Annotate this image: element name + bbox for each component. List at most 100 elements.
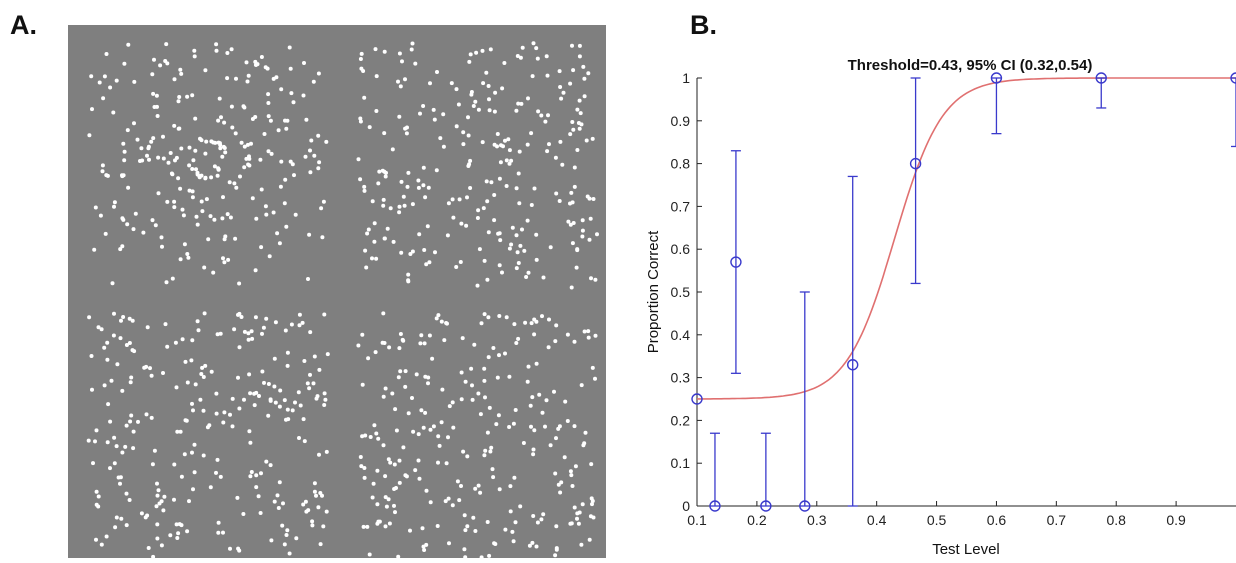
- stimulus-dot: [152, 448, 157, 453]
- data-point: [1230, 72, 1236, 84]
- stimulus-dot: [426, 185, 431, 190]
- stimulus-dot: [259, 245, 264, 250]
- stimulus-dot: [591, 515, 596, 520]
- stimulus-dot: [129, 413, 134, 418]
- stimulus-dot: [201, 375, 206, 379]
- stimulus-dot: [372, 423, 377, 428]
- stimulus-dot: [586, 329, 591, 334]
- data-point: [760, 500, 772, 512]
- stimulus-dot: [503, 527, 508, 532]
- stimulus-dot: [580, 228, 585, 233]
- fit-curve: [697, 77, 1236, 400]
- stimulus-dot: [119, 318, 123, 323]
- stimulus-dot: [436, 460, 440, 465]
- stimulus-dot: [185, 94, 190, 99]
- stimulus-dot: [220, 154, 225, 159]
- stimulus-dot: [222, 260, 227, 265]
- stimulus-dot: [321, 524, 326, 529]
- stimulus-dot: [473, 529, 478, 533]
- stimulus-dot: [512, 322, 517, 327]
- stimulus-dot: [303, 154, 308, 159]
- stimulus-dot: [362, 95, 367, 100]
- stimulus-dot: [282, 542, 287, 547]
- stimulus-dot: [362, 188, 367, 193]
- stimulus-dot: [403, 369, 408, 374]
- stimulus-dot: [222, 120, 227, 125]
- stimulus-dot: [488, 47, 493, 52]
- stimulus-dot: [516, 261, 521, 265]
- stimulus-dot: [253, 315, 258, 320]
- y-tick-label: 0.3: [671, 370, 691, 386]
- stimulus-dot: [513, 520, 518, 525]
- stimulus-dot: [495, 144, 499, 149]
- stimulus-dot: [149, 373, 154, 378]
- stimulus-dot: [213, 140, 218, 145]
- stimulus-dot: [430, 356, 435, 361]
- stimulus-dot: [191, 487, 195, 492]
- stimulus-dot: [118, 336, 123, 341]
- stimulus-dot: [234, 76, 238, 81]
- stimulus-dot: [422, 248, 427, 252]
- stimulus-dot: [532, 428, 537, 433]
- stimulus-dot: [404, 131, 409, 136]
- stimulus-dot: [359, 51, 364, 56]
- stimulus-dot: [245, 79, 250, 84]
- stimulus-dot: [128, 419, 133, 424]
- stimulus-dot: [356, 343, 361, 348]
- stimulus-dot: [268, 398, 273, 403]
- stimulus-dot: [413, 468, 418, 473]
- stimulus-dot: [87, 315, 92, 320]
- stimulus-dot: [287, 551, 292, 556]
- stimulus-dot: [569, 521, 574, 526]
- stimulus-dot: [498, 238, 503, 243]
- stimulus-dot: [314, 396, 319, 401]
- stimulus-dot: [110, 281, 115, 286]
- stimulus-dot: [358, 57, 363, 61]
- stimulus-dot: [311, 79, 316, 84]
- stimulus-dot: [285, 350, 290, 355]
- stimulus-dot: [424, 262, 429, 267]
- stimulus-dot: [112, 435, 117, 440]
- x-tick-label: 0.6: [987, 512, 1007, 528]
- stimulus-dot: [465, 454, 470, 459]
- stimulus-dot: [450, 197, 455, 202]
- stimulus-dot: [228, 546, 232, 551]
- stimulus-dot: [370, 256, 374, 261]
- stimulus-dot: [514, 186, 519, 191]
- stimulus-dot: [152, 105, 157, 109]
- stimulus-dot: [540, 314, 544, 319]
- stimulus-dot: [423, 374, 428, 379]
- stimulus-dot: [431, 424, 436, 429]
- stimulus-dot: [300, 320, 305, 325]
- stimulus-dot: [569, 190, 574, 195]
- stimulus-dot: [192, 442, 197, 447]
- stimulus-dot: [212, 164, 217, 169]
- stimulus-dot: [111, 333, 116, 338]
- stimulus-dot: [297, 323, 302, 328]
- stimulus-dot: [203, 363, 208, 368]
- stimulus-dot: [589, 276, 593, 281]
- stimulus-dot: [403, 77, 407, 82]
- stimulus-dot: [297, 312, 302, 317]
- stimulus-dot: [293, 212, 298, 217]
- stimulus-dot: [208, 214, 213, 219]
- stimulus-dot: [377, 519, 382, 524]
- stimulus-dot: [421, 104, 426, 108]
- stimulus-dot: [297, 436, 301, 440]
- stimulus-dot: [260, 369, 265, 374]
- stimulus-dot: [374, 431, 379, 436]
- stimulus-dot: [559, 480, 564, 485]
- stimulus-dot: [461, 130, 466, 135]
- stimulus-dot: [115, 362, 120, 367]
- stimulus-dot: [376, 436, 381, 441]
- stimulus-dot: [272, 499, 277, 504]
- stimulus-dot: [487, 405, 492, 410]
- stimulus-dot: [248, 474, 253, 479]
- stimulus-dot: [464, 223, 469, 228]
- stimulus-dot: [372, 221, 377, 226]
- stimulus-dot: [145, 325, 150, 330]
- stimulus-dot: [246, 331, 251, 336]
- stimulus-dot: [531, 41, 536, 46]
- stimulus-dot: [489, 445, 494, 450]
- data-point: [1095, 72, 1107, 84]
